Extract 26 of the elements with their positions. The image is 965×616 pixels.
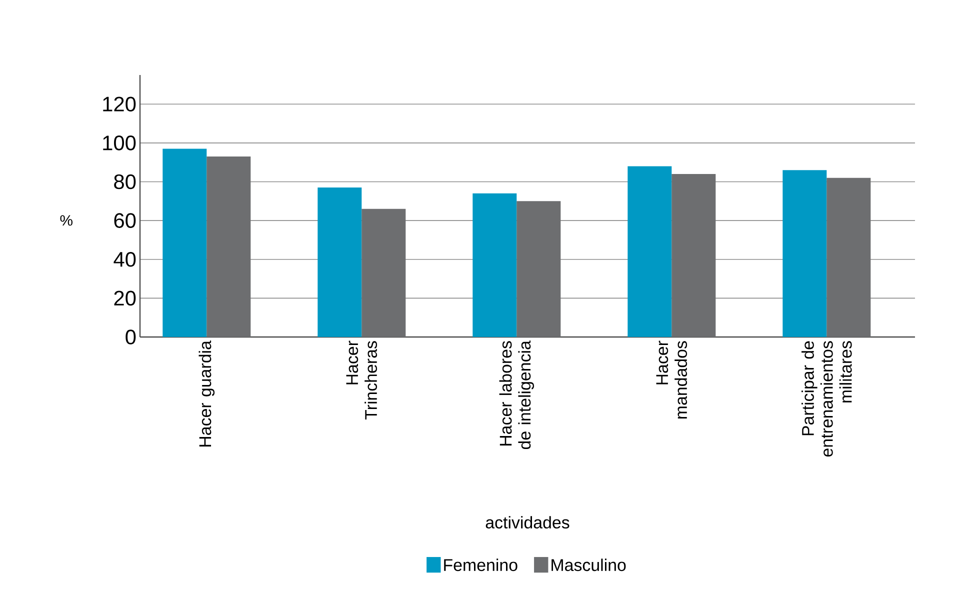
legend-label: Femenino [444,558,518,572]
y-axis-title: % [60,215,72,226]
bar [362,208,406,337]
y-tick-label: 100 [103,136,136,150]
bar [672,174,716,337]
bar [162,148,207,337]
bar [206,156,251,337]
x-axis-title: actividades [486,516,570,529]
bar [472,193,517,337]
y-tick-label: 60 [114,213,136,228]
bar [318,188,362,337]
y-tick-label: 80 [114,174,136,190]
y-tick-label: 40 [114,252,136,267]
bar [628,166,672,337]
y-tick-label: 0 [126,330,136,344]
x-tick-label: Participar de entrenamientos militares [802,341,852,457]
bar [826,178,871,337]
x-tick-label: Hacer guardia [198,340,215,446]
y-tick-label: 120 [103,96,136,112]
legend-label: Masculino [552,558,626,572]
x-tick-label: Hacer Trincheras [346,340,378,420]
x-tick-label: Hacer labores de inteligencia [499,340,534,450]
bar [782,170,827,337]
x-tick-label: Hacer mandados [656,340,688,418]
y-tick-label: 20 [114,290,136,306]
bar [516,201,561,337]
